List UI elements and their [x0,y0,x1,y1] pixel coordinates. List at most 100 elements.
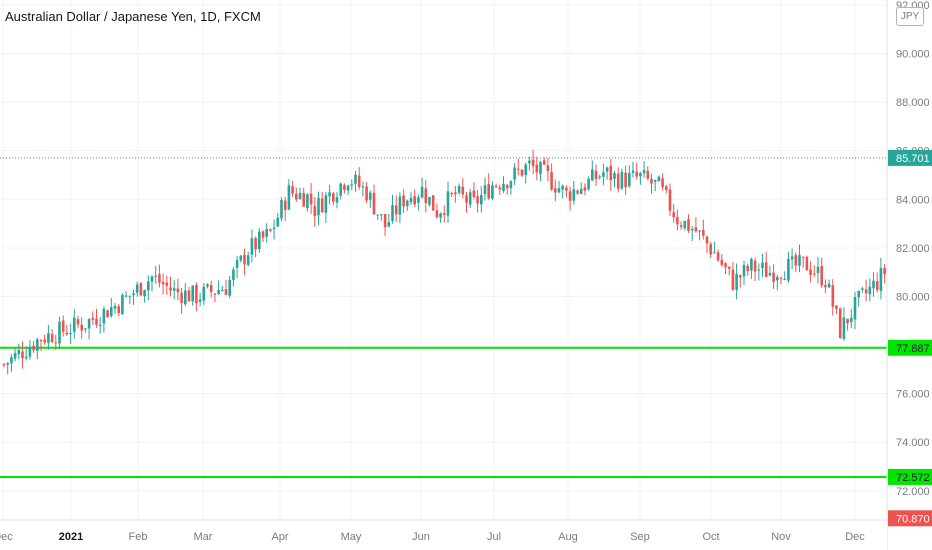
candle-body [357,175,361,187]
candle-body [446,191,450,216]
candle-body [43,339,46,343]
candle-body [620,171,624,189]
price-tick-label: 80.000 [896,291,930,303]
candle-body [716,252,720,261]
candle-body [565,187,568,191]
price-tick-label: 88.000 [896,97,930,109]
level-price-tag: 77.887 [896,343,930,355]
candle-body [298,192,302,199]
candle-body [827,283,831,288]
bottom-price-tag-bg [888,510,932,527]
candle-body [110,307,113,317]
candle-body [883,267,886,275]
time-tick-label: Oct [702,531,719,543]
time-tick-label: Aug [558,531,578,543]
candle-body [84,328,87,330]
candle-body [735,273,738,290]
candle-body [798,255,801,266]
candle-body [746,265,749,272]
last-price-tag: 85.701 [896,153,930,165]
candle-body [335,197,339,203]
candle-body [276,217,280,227]
candle-body [776,277,779,281]
candle-body [224,289,228,295]
candle-body [228,279,231,296]
candle-body [742,264,746,277]
candle-body [702,229,705,236]
candle-body [842,317,846,339]
candle-body [465,195,468,203]
candle-body [480,194,483,205]
candle-body [694,227,698,232]
candle-body [191,285,194,302]
candle-body [794,255,798,266]
candle-body [698,230,701,232]
candle-body [117,306,120,314]
time-axis[interactable]: Dec 2021 Feb Mar Apr May Jun Jul Aug Sep Oct Nov Dec [0,519,887,550]
candle-body [287,185,291,210]
candle-body [576,190,579,194]
candle-body [639,172,642,177]
symbol-title: Australian Dollar / Japanese Yen, 1D, FX… [5,9,261,24]
candle-body [550,172,553,190]
price-tick-label: 82.000 [896,243,930,255]
candle-body [161,282,165,285]
candle-body [420,186,424,198]
candle-body [631,170,635,173]
candle-body [409,197,413,203]
candle-body [343,184,346,190]
candle-body [309,193,313,205]
candle-body [772,272,775,283]
candle-body [265,228,268,237]
candle-body [28,347,32,357]
price-axis[interactable]: 92.00090.00088.00086.00084.00082.00080.0… [886,0,932,550]
candle-body [731,269,735,290]
candle-body [713,252,716,254]
candle-body [764,262,768,278]
candle-body [176,288,180,293]
candle-body [380,214,383,216]
candle-body [402,195,405,207]
candle-body [572,189,576,201]
candle-body [198,299,202,302]
currency-badge[interactable]: JPY [896,7,924,26]
candle-body [132,293,135,295]
candle-body [394,205,398,215]
candle-body [2,364,6,366]
candle-body [602,172,605,177]
candle-body [831,285,835,307]
candle-body [672,212,675,218]
candle-body [54,342,58,344]
candle-body [280,199,283,219]
candle-body [587,178,590,190]
candle-body [561,185,564,190]
level-price-tag: 72.572 [896,472,930,484]
candle-body [528,160,531,164]
candle-body [494,186,498,188]
candle-body [454,192,457,195]
time-tick-label: Apr [271,531,288,543]
horizontal-levels[interactable] [0,346,887,478]
candle-body [221,290,224,292]
candle-body [239,255,243,261]
time-tick-label: 2021 [59,531,83,543]
candle-body [838,308,842,339]
candle-body [283,200,287,211]
candle-body [435,210,439,218]
time-tick-label: Jul [487,531,501,543]
candle-body [668,189,672,211]
candle-body [535,164,539,173]
candle-body [328,192,331,197]
candle-body [483,185,487,195]
candle-body [243,254,246,265]
candle-body [306,194,309,209]
candle-body [443,213,446,215]
candle-body [76,319,80,325]
candle-body [657,176,661,182]
candle-body [95,318,98,325]
time-axis-bg [0,520,887,550]
candle-body [121,294,124,315]
candle-body [39,339,43,342]
candle-body [846,318,849,324]
